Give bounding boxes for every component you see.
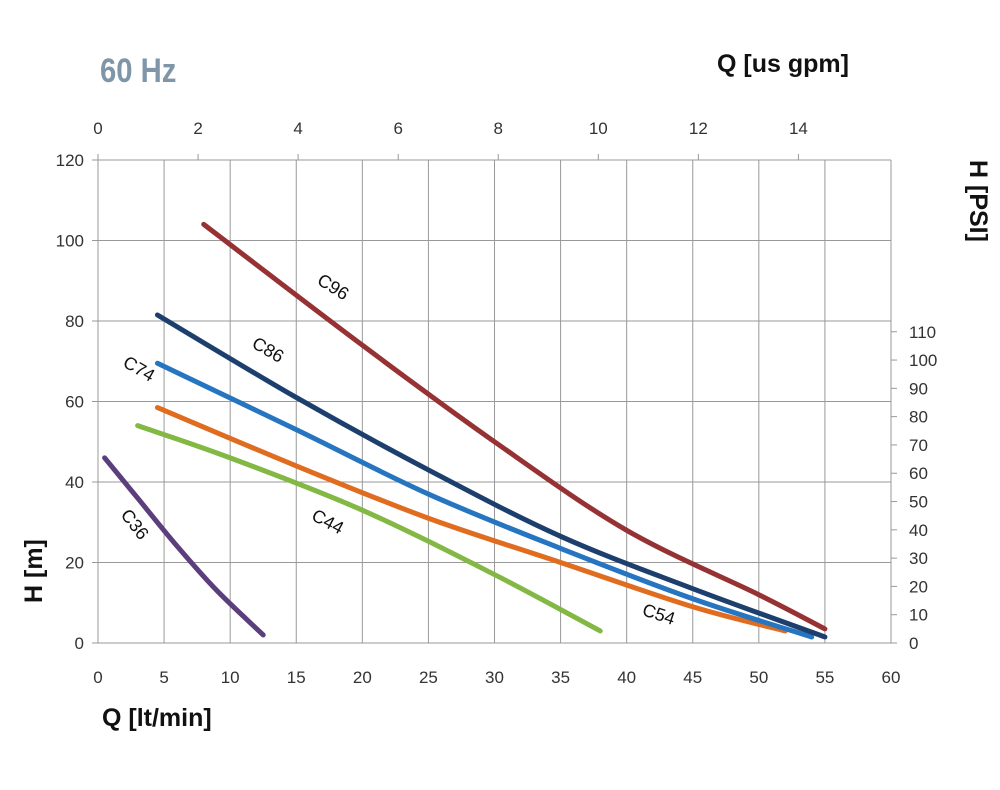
y2-tick-label: 10	[909, 606, 928, 625]
x2-tick-label: 6	[393, 119, 402, 138]
y2-tick-label: 50	[909, 493, 928, 512]
y2-tick-label: 40	[909, 521, 928, 540]
y2-tick-label: 70	[909, 436, 928, 455]
x2-tick-label: 8	[494, 119, 503, 138]
top-axis-title: Q [us gpm]	[717, 50, 849, 78]
x-tick-label: 35	[551, 668, 570, 687]
y2-tick-label: 100	[909, 351, 937, 370]
y2-tick-label: 60	[909, 464, 928, 483]
x-tick-label: 25	[419, 668, 438, 687]
x-tick-label: 45	[683, 668, 702, 687]
x-tick-label: 50	[749, 668, 768, 687]
curve-label-c44: C44	[309, 505, 348, 538]
x-tick-label: 20	[353, 668, 372, 687]
series-line-c54	[154, 405, 788, 634]
series-line-c44	[135, 423, 603, 634]
y2-tick-label: 90	[909, 379, 928, 398]
series-line-c36	[102, 455, 266, 638]
y-tick-label: 0	[75, 634, 84, 653]
bottom-axis-title: Q [lt/min]	[102, 704, 212, 732]
y-tick-label: 80	[65, 312, 84, 331]
x-tick-label: 10	[221, 668, 240, 687]
curve-label-c74: C74	[120, 352, 159, 386]
series-line-c74	[154, 360, 815, 640]
x2-tick-label: 14	[789, 119, 808, 138]
series-line-c86	[154, 312, 828, 640]
x2-tick-label: 4	[293, 119, 302, 138]
x2-tick-label: 10	[589, 119, 608, 138]
y2-tick-label: 110	[909, 323, 936, 342]
y-tick-label: 20	[65, 554, 84, 573]
x-tick-label: 40	[617, 668, 636, 687]
curve-label-c86: C86	[249, 333, 288, 367]
x-tick-label: 30	[485, 668, 504, 687]
y-tick-label: 40	[65, 473, 84, 492]
x-tick-label: 60	[882, 668, 901, 687]
y2-tick-label: 20	[909, 577, 928, 596]
y2-tick-label: 80	[909, 408, 928, 427]
x-tick-label: 15	[287, 668, 306, 687]
curve-label-c96: C96	[314, 270, 353, 304]
x-tick-label: 0	[93, 668, 102, 687]
y-tick-label: 100	[56, 232, 84, 251]
curve-label-c54: C54	[640, 600, 678, 629]
y2-tick-label: 30	[909, 549, 928, 568]
series-line-c96	[201, 221, 828, 632]
y-tick-label: 120	[56, 151, 84, 170]
frequency-label: 60 Hz	[100, 52, 177, 90]
x-tick-label: 5	[159, 668, 168, 687]
x-tick-label: 55	[815, 668, 834, 687]
x2-tick-label: 0	[93, 119, 102, 138]
x2-tick-label: 12	[689, 119, 708, 138]
y-tick-label: 60	[65, 393, 84, 412]
y2-tick-label: 0	[909, 634, 918, 653]
x2-tick-label: 2	[193, 119, 202, 138]
